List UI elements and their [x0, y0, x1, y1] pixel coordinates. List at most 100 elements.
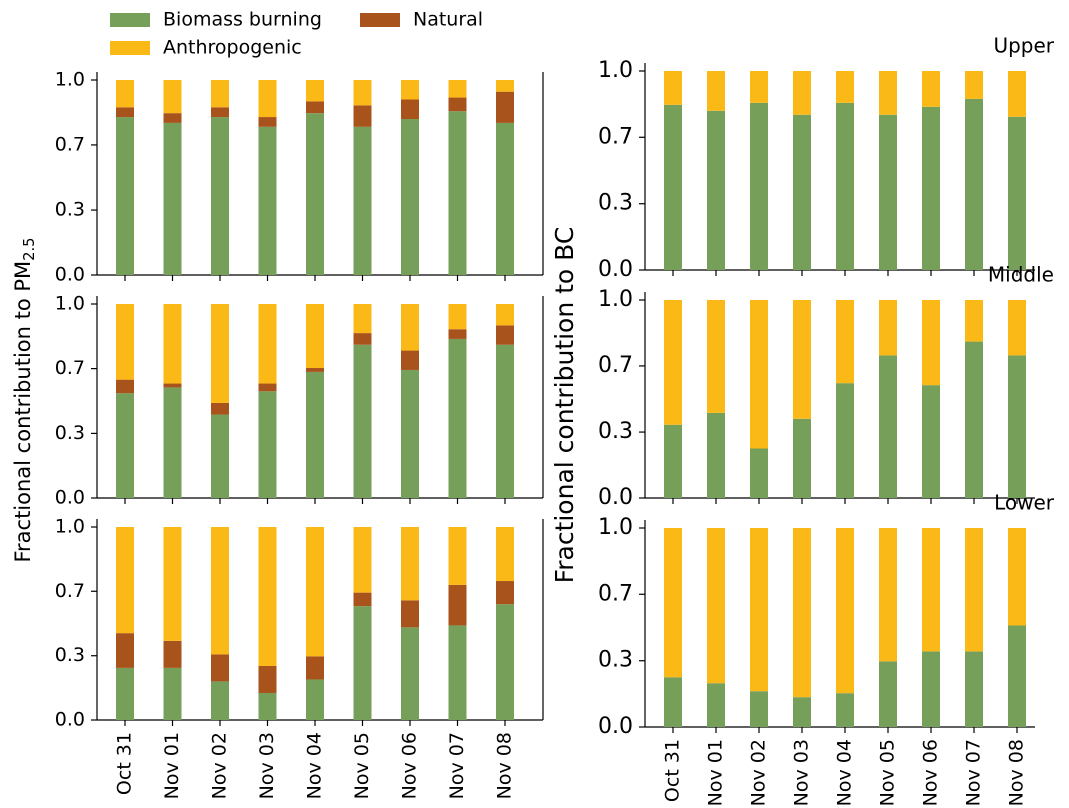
bar-segment: [1008, 116, 1026, 271]
bar-segment: [163, 304, 182, 384]
bar-segment: [707, 683, 725, 727]
panel-title: Lower: [994, 491, 1055, 515]
y-tick-label: 0.7: [598, 353, 633, 378]
bar-segment: [793, 418, 811, 498]
bar-segment: [496, 527, 514, 582]
bar-segment: [922, 300, 940, 386]
bar-segment: [163, 640, 182, 668]
bar-segment: [750, 691, 768, 727]
y-tick-label: 1.0: [55, 293, 85, 315]
bar-segment: [664, 528, 682, 678]
bar-segment: [401, 627, 419, 720]
y-tick-label: 0.0: [598, 257, 633, 282]
bar-segment: [496, 304, 514, 326]
y-tick-label: 0.7: [598, 124, 633, 149]
bar-segment: [258, 665, 277, 693]
bar-segment: [401, 99, 419, 119]
bar-segment: [965, 98, 983, 270]
y-axis-label-text: Fractional contribution to BC: [550, 227, 579, 584]
bar-segment: [750, 71, 768, 103]
x-tick-label: Nov 05: [351, 732, 373, 799]
bar-segment: [211, 527, 229, 655]
bar-segment: [750, 448, 768, 498]
bar-segment: [836, 383, 854, 498]
bar-segment: [211, 117, 229, 275]
bar-segment: [448, 329, 467, 339]
bar-segment: [163, 383, 182, 388]
y-tick-label: 0.7: [55, 357, 85, 379]
bar-segment: [353, 304, 372, 334]
x-tick-label: Oct 31: [662, 739, 684, 802]
bar-segment: [448, 111, 467, 275]
bar-segment: [306, 113, 324, 276]
bar-segment: [448, 304, 467, 330]
y-tick-label: 0.0: [55, 487, 85, 509]
bar-segment: [496, 325, 514, 345]
bar-segment: [836, 693, 854, 727]
bar-segment: [211, 304, 229, 403]
y-tick-label: 0.0: [598, 714, 633, 739]
bar-segment: [664, 424, 682, 498]
x-tick-label: Nov 08: [494, 732, 516, 799]
y-tick-label: 0.3: [55, 644, 85, 666]
y-tick-label: 1.0: [598, 287, 633, 312]
bar-segment: [401, 369, 419, 498]
x-tick-label: Nov 04: [834, 739, 856, 806]
bar-segment: [496, 604, 514, 720]
bar-segment: [707, 110, 725, 270]
bar-segment: [401, 600, 419, 628]
x-tick-label: Nov 02: [209, 732, 231, 799]
bar-segment: [664, 677, 682, 727]
bar-segment: [750, 528, 768, 692]
bar-segment: [353, 105, 372, 127]
y-tick-label: 1.0: [55, 516, 85, 538]
legend-label: Biomass burning: [163, 9, 322, 31]
bar-segment: [793, 528, 811, 698]
y-tick-label: 0.0: [55, 709, 85, 731]
y-tick-label: 0.3: [598, 191, 633, 216]
bar-segment: [1008, 625, 1026, 727]
bar-segment: [116, 107, 134, 118]
y-tick-label: 0.0: [598, 485, 633, 510]
bar-segment: [353, 80, 372, 106]
legend-swatch: [360, 13, 400, 27]
bar-segment: [306, 527, 324, 657]
bar-segment: [353, 527, 372, 593]
x-tick-label: Oct 31: [114, 732, 136, 795]
y-tick-label: 0.0: [55, 264, 85, 286]
bar-segment: [448, 80, 467, 98]
bar-segment: [707, 528, 725, 684]
bar-segment: [793, 114, 811, 270]
panel-title: Upper: [993, 34, 1054, 58]
bar-segment: [750, 102, 768, 270]
bar-segment: [211, 107, 229, 118]
bar-segment: [116, 527, 134, 634]
bar-segment: [353, 344, 372, 498]
bar-segment: [836, 102, 854, 270]
y-axis-label-sub: 2.5: [21, 237, 38, 260]
y-tick-label: 0.7: [55, 580, 85, 602]
bar-segment: [836, 71, 854, 103]
bar-segment: [836, 528, 854, 694]
x-tick-label: Nov 06: [920, 739, 942, 806]
bar-segment: [448, 527, 467, 585]
bar-segment: [448, 97, 467, 112]
bar-segment: [707, 412, 725, 498]
bar-segment: [163, 80, 182, 114]
bar-segment: [211, 80, 229, 108]
bar-segment: [306, 679, 324, 720]
bar-segment: [965, 300, 983, 342]
bar-segment: [401, 304, 419, 351]
bar-segment: [965, 341, 983, 498]
x-tick-label: Nov 06: [399, 732, 421, 799]
bar-segment: [496, 344, 514, 498]
bar-segment: [922, 651, 940, 727]
y-tick-label: 0.3: [55, 199, 85, 221]
bar-segment: [664, 104, 682, 270]
bar-segment: [211, 402, 229, 415]
bar-segment: [401, 350, 419, 370]
bar-segment: [306, 368, 324, 372]
bar-segment: [707, 300, 725, 413]
y-tick-label: 1.0: [598, 58, 633, 83]
x-tick-label: Nov 08: [1006, 739, 1028, 806]
